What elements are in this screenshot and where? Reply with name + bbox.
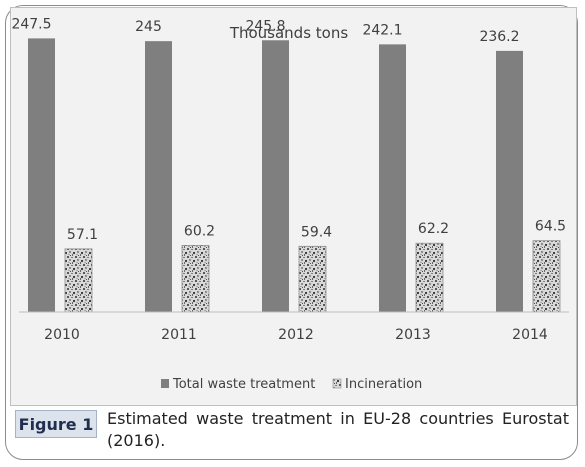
legend-item-total-swatch — [161, 379, 169, 388]
legend-item-total-label: Total waste treatment — [172, 377, 315, 392]
bar-total-2010 — [28, 38, 55, 313]
figure-label: Figure 1 — [15, 410, 97, 438]
x-tick-2013: 2013 — [395, 327, 431, 343]
figure-caption: Estimated waste treatment in EU-28 count… — [107, 409, 569, 450]
label-incineration-2012: 59.4 — [301, 224, 332, 240]
legend: Total waste treatment Incineration — [161, 377, 422, 392]
bar-total-2012 — [262, 40, 289, 313]
bar-incineration-2012 — [298, 245, 327, 313]
bar-incineration-2011 — [181, 245, 210, 313]
bar-total-2011 — [145, 41, 172, 313]
bar-incineration-2014 — [532, 240, 561, 313]
bar-total-2013 — [379, 44, 406, 312]
chart-title: Thousands tons — [229, 24, 349, 42]
chart-area: Thousands tons 247.5 57.1 245 60.2 245.8 59.4… — [10, 7, 577, 406]
bar-total-2014 — [496, 50, 523, 313]
legend-item-incineration-label: Incineration — [345, 377, 422, 392]
label-total-2013: 242.1 — [362, 22, 402, 38]
x-tick-2011: 2011 — [161, 327, 197, 343]
label-incineration-2010: 57.1 — [67, 227, 98, 243]
label-total-2012: 245.8 — [245, 18, 285, 34]
bar-incineration-2010 — [64, 248, 93, 313]
label-total-2014: 236.2 — [479, 29, 519, 45]
label-total-2010: 247.5 — [11, 16, 51, 32]
label-total-2011: 245 — [135, 19, 162, 35]
bar-incineration-2013 — [415, 242, 444, 313]
bar-chart: Thousands tons 247.5 57.1 245 60.2 245.8 59.4… — [11, 16, 569, 392]
x-tick-2012: 2012 — [278, 327, 314, 343]
x-tick-2014: 2014 — [512, 327, 548, 343]
label-incineration-2011: 60.2 — [184, 223, 215, 239]
legend-item-incineration-swatch — [332, 378, 342, 389]
label-incineration-2014: 64.5 — [535, 219, 566, 235]
x-tick-2010: 2010 — [44, 327, 80, 343]
label-incineration-2013: 62.2 — [418, 221, 449, 237]
